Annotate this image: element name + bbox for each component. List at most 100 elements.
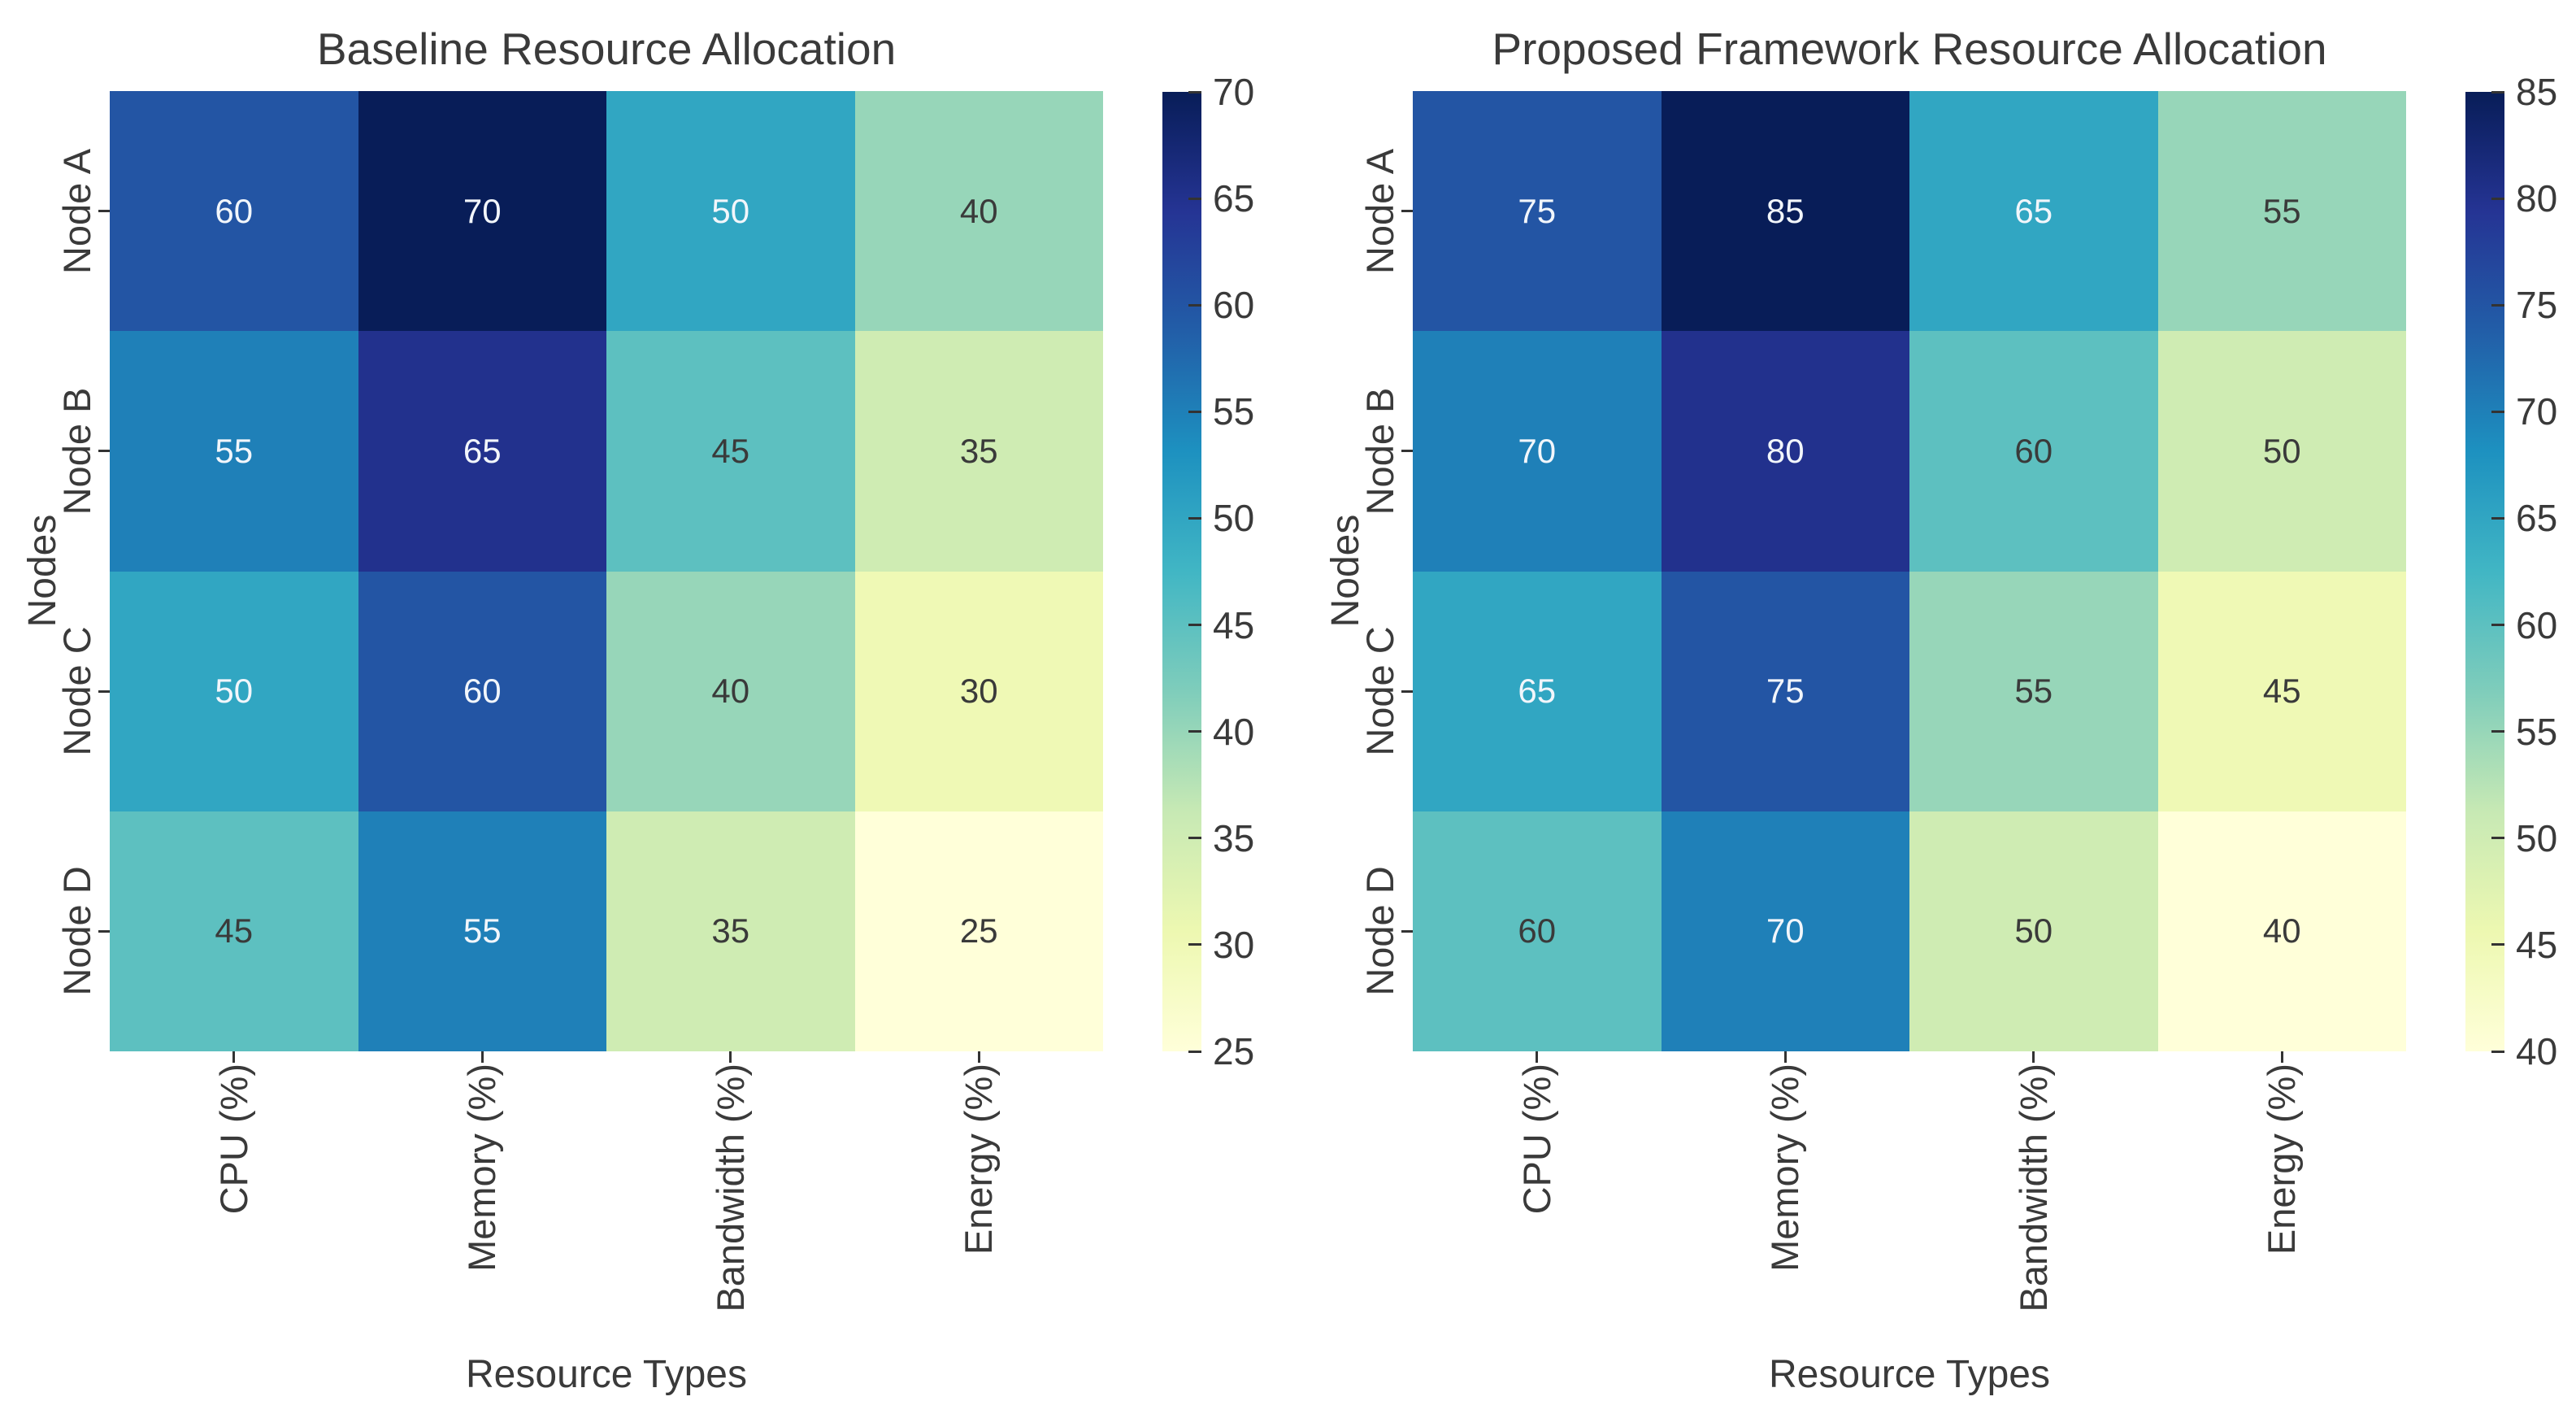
colorbar-tick-mark <box>2491 197 2504 200</box>
colorbar-tick-label: 60 <box>2516 603 2558 646</box>
colorbar-tick-mark <box>1188 943 1201 946</box>
colorbar-tick-label: 75 <box>2516 284 2558 327</box>
heatmap-cell: 50 <box>110 571 358 811</box>
heatmap-cell: 55 <box>110 331 358 572</box>
colorbar-tick-mark <box>2491 90 2504 94</box>
colorbar-tick-mark <box>2491 303 2504 307</box>
heatmap-cell: 60 <box>1413 811 1662 1051</box>
colorbar-tick-label: 70 <box>2516 390 2558 433</box>
colorbar-tick-mark <box>1188 730 1201 733</box>
heatmap-cell: 65 <box>1413 571 1662 811</box>
heatmap-cell: 40 <box>854 91 1103 332</box>
colorbar-tick-label: 65 <box>2516 497 2558 540</box>
colorbar-tick-label: 30 <box>1213 923 1255 966</box>
heatmap-cell: 50 <box>606 91 855 332</box>
y-tick-label: Node D <box>1358 866 1401 997</box>
colorbar-tick-label: 45 <box>2516 923 2558 966</box>
colorbar-gradient <box>1162 92 1201 1051</box>
x-tick-mark <box>1536 1051 1539 1063</box>
colorbar-tick-mark <box>1188 90 1201 94</box>
colorbar-tick-label: 50 <box>2516 816 2558 859</box>
y-axis-label: Nodes <box>21 514 64 628</box>
heatmap-cell: 80 <box>1661 331 1909 572</box>
y-tick-label: Node B <box>1358 387 1401 516</box>
x-tick-label: Bandwidth (%) <box>708 1064 752 1312</box>
heatmap-cell: 70 <box>1661 811 1909 1051</box>
colorbar-tick-mark <box>1188 410 1201 413</box>
colorbar-tick-mark <box>2491 837 2504 840</box>
colorbar-tick-label: 80 <box>2516 177 2558 220</box>
heatmap-cell: 65 <box>358 331 606 572</box>
heatmap-cell: 50 <box>1909 811 2158 1051</box>
y-tick-label: Node B <box>55 387 98 516</box>
x-tick-label: Memory (%) <box>460 1064 504 1272</box>
heatmap-cell: 45 <box>2157 571 2406 811</box>
colorbar-tick-mark <box>1188 197 1201 200</box>
colorbar-tick-label: 35 <box>1213 816 1255 859</box>
y-tick-mark <box>98 929 110 933</box>
heatmap-cell: 60 <box>358 571 606 811</box>
heatmap-cell: 50 <box>2157 331 2406 572</box>
x-tick-mark <box>232 1051 236 1063</box>
y-tick-mark <box>98 690 110 693</box>
colorbar-tick-mark <box>2491 730 2504 733</box>
colorbar-tick-mark <box>2491 624 2504 627</box>
y-axis-label: Nodes <box>1324 514 1367 628</box>
colorbar-tick-label: 65 <box>1213 177 1255 220</box>
x-tick-label: Bandwidth (%) <box>2011 1064 2055 1312</box>
heatmap-cell: 70 <box>1413 331 1662 572</box>
colorbar-tick-mark <box>1188 303 1201 307</box>
y-tick-mark <box>1401 450 1413 453</box>
y-tick-mark <box>1401 210 1413 213</box>
heatmap-cell: 60 <box>1909 331 2158 572</box>
colorbar-tick-label: 25 <box>1213 1030 1255 1072</box>
heatmap-cell: 45 <box>606 331 855 572</box>
colorbar-tick-mark <box>2491 1050 2504 1053</box>
heatmap-cell: 55 <box>2157 91 2406 332</box>
colorbar-tick-mark <box>2491 410 2504 413</box>
x-tick-mark <box>1783 1051 1787 1063</box>
y-tick-label: Node C <box>1358 626 1401 756</box>
colorbar-tick-mark <box>2491 516 2504 520</box>
chart-title: Proposed Framework Resource Allocation <box>1492 24 2327 74</box>
colorbar-tick-mark <box>1188 837 1201 840</box>
colorbar-tick-mark <box>2491 943 2504 946</box>
heatmap-cell: 55 <box>358 811 606 1051</box>
colorbar-tick-mark <box>1188 1050 1201 1053</box>
x-tick-label: Energy (%) <box>957 1064 1001 1255</box>
x-tick-mark <box>480 1051 484 1063</box>
colorbar-tick-label: 60 <box>1213 284 1255 327</box>
heatmap-cell: 40 <box>2157 811 2406 1051</box>
heatmap-grid: 75 85 65 55 70 80 60 50 65 75 55 45 60 70 50 40 <box>1413 91 2406 1051</box>
heatmap-cell: 25 <box>854 811 1103 1051</box>
heatmap-cell: 70 <box>358 91 606 332</box>
colorbar-tick-label: 40 <box>2516 1030 2558 1072</box>
x-tick-mark <box>2280 1051 2283 1063</box>
heatmap-cell: 45 <box>110 811 358 1051</box>
y-tick-label: Node D <box>55 866 98 997</box>
y-tick-label: Node C <box>55 626 98 756</box>
heatmap-cell: 55 <box>1909 571 2158 811</box>
x-tick-label: Energy (%) <box>2260 1064 2304 1255</box>
x-tick-mark <box>2032 1051 2035 1063</box>
x-tick-mark <box>977 1051 980 1063</box>
colorbar-tick-label: 45 <box>1213 603 1255 646</box>
heatmap-panel-proposed: Proposed Framework Resource Allocation N… <box>1303 0 2576 1427</box>
x-tick-label: CPU (%) <box>211 1064 255 1215</box>
heatmap-cell: 30 <box>854 571 1103 811</box>
heatmap-cell: 40 <box>606 571 855 811</box>
heatmap-cell: 75 <box>1661 571 1909 811</box>
y-tick-mark <box>1401 690 1413 693</box>
y-tick-mark <box>98 210 110 213</box>
x-tick-label: Memory (%) <box>1763 1064 1807 1272</box>
colorbar-tick-label: 85 <box>2516 71 2558 113</box>
chart-title: Baseline Resource Allocation <box>316 24 897 74</box>
colorbar-tick-label: 55 <box>2516 710 2558 753</box>
heatmap-cell: 60 <box>110 91 358 332</box>
x-axis-label: Resource Types <box>1769 1353 2050 1396</box>
x-tick-mark <box>729 1051 732 1063</box>
y-tick-label: Node A <box>55 148 98 274</box>
colorbar-tick-label: 50 <box>1213 497 1255 540</box>
heatmap-cell: 35 <box>854 331 1103 572</box>
